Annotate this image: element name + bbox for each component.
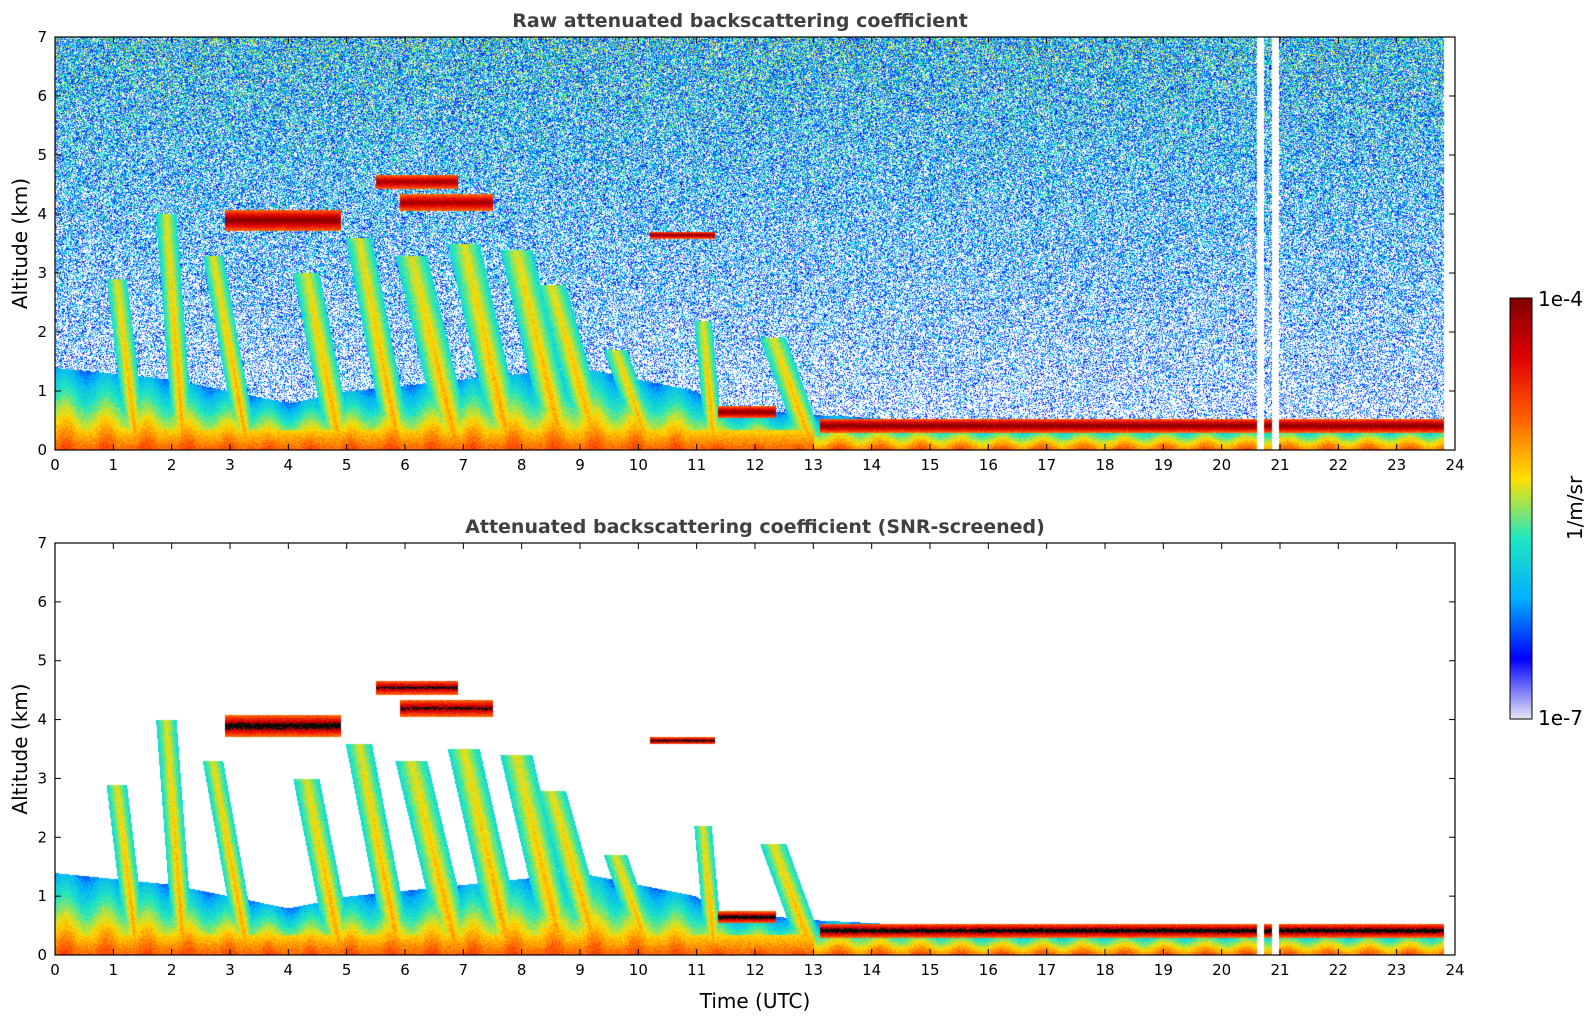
x-tick-label: 7: [459, 961, 469, 979]
panel-raw: Raw attenuated backscattering coefficien…: [8, 10, 1465, 474]
x-tick-label: 13: [804, 456, 823, 474]
panel-screened-ylabel: Altitude (km): [8, 683, 32, 814]
y-tick-label: 7: [37, 534, 47, 552]
x-tick-label: 24: [1445, 961, 1464, 979]
x-tick-label: 6: [400, 961, 410, 979]
x-tick-label: 4: [284, 961, 294, 979]
y-tick-label: 1: [37, 887, 47, 905]
x-tick-label: 3: [225, 456, 235, 474]
y-tick-label: 0: [37, 946, 47, 964]
x-tick-label: 10: [629, 961, 648, 979]
y-tick-label: 4: [37, 711, 47, 729]
x-tick-label: 11: [687, 961, 706, 979]
x-tick-label: 5: [342, 456, 352, 474]
x-tick-label: 2: [167, 961, 177, 979]
y-tick-label: 0: [37, 441, 47, 459]
y-tick-label: 5: [37, 146, 47, 164]
y-tick-label: 3: [37, 264, 47, 282]
x-tick-label: 15: [920, 456, 939, 474]
y-tick-label: 6: [37, 593, 47, 611]
x-tick-label: 4: [284, 456, 294, 474]
x-tick-label: 12: [745, 961, 764, 979]
x-tick-label: 0: [50, 456, 60, 474]
y-tick-label: 2: [37, 828, 47, 846]
x-tick-label: 13: [804, 961, 823, 979]
panel-screened-title: Attenuated backscattering coefficient (S…: [465, 516, 1045, 538]
x-tick-label: 12: [745, 456, 764, 474]
y-tick-label: 3: [37, 769, 47, 787]
panel-screened: Attenuated backscattering coefficient (S…: [8, 516, 1465, 1013]
x-tick-label: 20: [1212, 961, 1231, 979]
x-tick-label: 3: [225, 961, 235, 979]
y-tick-label: 2: [37, 323, 47, 341]
x-tick-label: 14: [862, 961, 881, 979]
x-tick-label: 17: [1037, 456, 1056, 474]
x-tick-label: 0: [50, 961, 60, 979]
x-tick-label: 1: [109, 961, 119, 979]
x-tick-label: 15: [920, 961, 939, 979]
x-tick-label: 10: [629, 456, 648, 474]
x-tick-label: 21: [1270, 961, 1289, 979]
x-tick-label: 16: [979, 961, 998, 979]
x-tick-label: 1: [109, 456, 119, 474]
panel-screened-xlabel: Time (UTC): [699, 989, 811, 1013]
x-tick-label: 6: [400, 456, 410, 474]
y-tick-label: 4: [37, 205, 47, 223]
x-tick-label: 8: [517, 456, 527, 474]
y-tick-label: 7: [37, 28, 47, 46]
x-tick-label: 24: [1445, 456, 1464, 474]
x-tick-label: 22: [1329, 961, 1348, 979]
y-tick-label: 1: [37, 382, 47, 400]
x-tick-label: 19: [1154, 961, 1173, 979]
x-tick-label: 9: [575, 961, 585, 979]
x-tick-label: 5: [342, 961, 352, 979]
panel-screened-plot-area: [55, 543, 1455, 955]
x-tick-label: 9: [575, 456, 585, 474]
x-tick-label: 19: [1154, 456, 1173, 474]
x-tick-label: 16: [979, 456, 998, 474]
x-tick-label: 18: [1095, 456, 1114, 474]
panel-raw-plot-area: [55, 37, 1455, 450]
x-tick-label: 8: [517, 961, 527, 979]
x-tick-label: 14: [862, 456, 881, 474]
colorbar: 1e-4 1e-7 1/m/sr: [1509, 287, 1587, 730]
y-tick-label: 5: [37, 652, 47, 670]
panel-raw-ylabel: Altitude (km): [8, 178, 32, 309]
colorbar-min-label: 1e-7: [1538, 706, 1583, 730]
x-tick-label: 11: [687, 456, 706, 474]
x-tick-label: 23: [1387, 456, 1406, 474]
x-tick-label: 7: [459, 456, 469, 474]
x-tick-label: 22: [1329, 456, 1348, 474]
colorbar-unit-label: 1/m/sr: [1563, 475, 1587, 540]
colorbar-max-label: 1e-4: [1538, 287, 1583, 311]
x-tick-label: 2: [167, 456, 177, 474]
colorbar-gradient: [1509, 297, 1533, 720]
x-tick-label: 18: [1095, 961, 1114, 979]
x-tick-label: 21: [1270, 456, 1289, 474]
y-tick-label: 6: [37, 87, 47, 105]
x-tick-label: 23: [1387, 961, 1406, 979]
x-tick-label: 17: [1037, 961, 1056, 979]
panel-raw-title: Raw attenuated backscattering coefficien…: [512, 10, 968, 32]
x-tick-label: 20: [1212, 456, 1231, 474]
